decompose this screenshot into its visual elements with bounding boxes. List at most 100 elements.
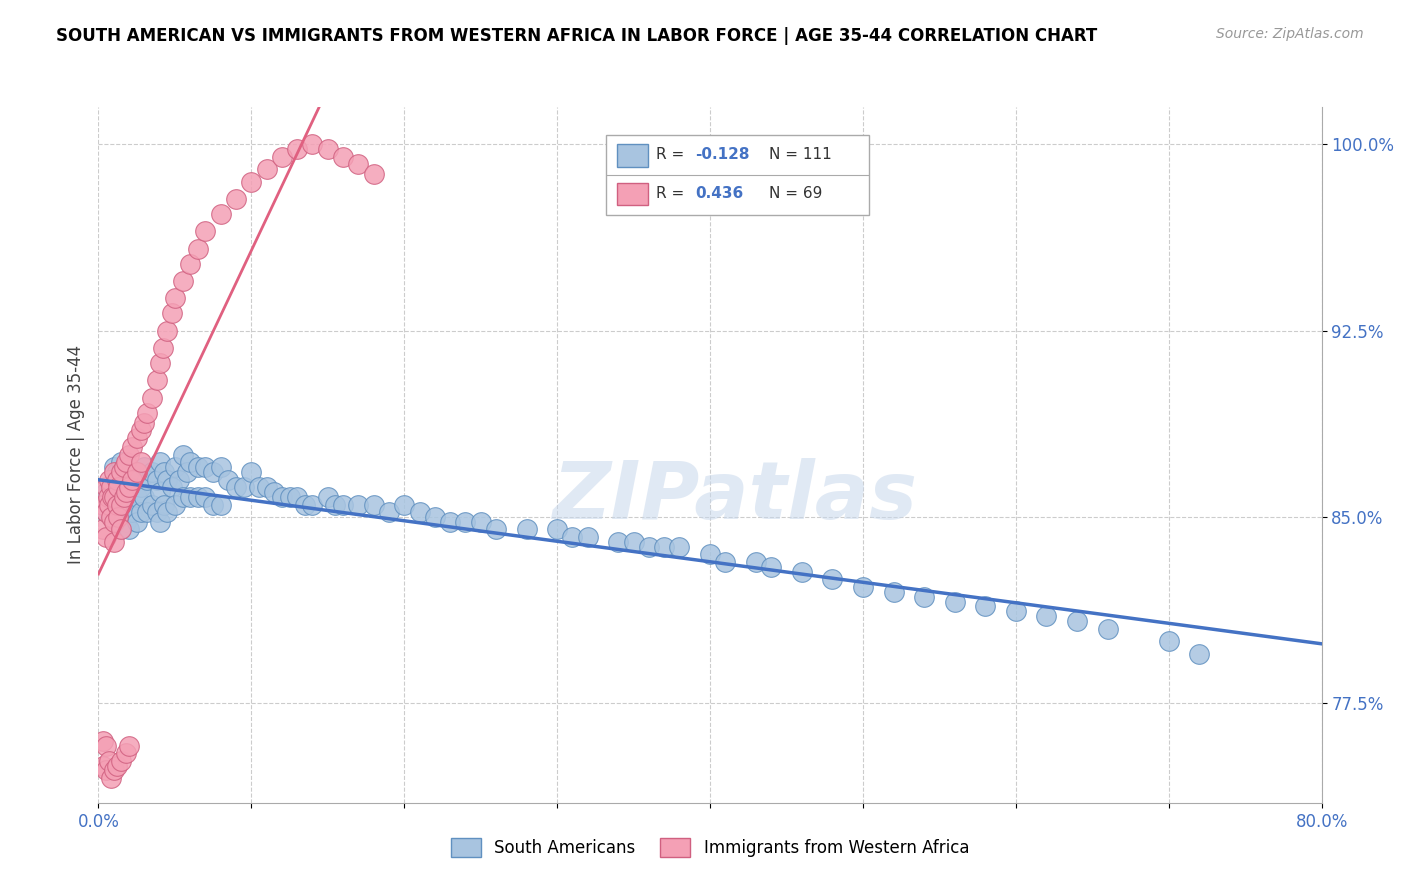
Point xyxy=(546,523,568,537)
Point xyxy=(100,490,122,504)
Point xyxy=(163,460,186,475)
Point xyxy=(103,490,125,504)
Point xyxy=(145,373,167,387)
Point xyxy=(107,473,129,487)
Point xyxy=(852,580,875,594)
Point xyxy=(94,505,117,519)
Point xyxy=(152,341,174,355)
Point xyxy=(247,480,270,494)
Point xyxy=(121,441,143,455)
Point xyxy=(94,505,117,519)
Point xyxy=(105,473,128,487)
Y-axis label: In Labor Force | Age 35-44: In Labor Force | Age 35-44 xyxy=(66,345,84,565)
Point xyxy=(110,455,132,469)
Point xyxy=(153,498,176,512)
Point xyxy=(270,490,292,504)
Point xyxy=(285,490,308,504)
Point xyxy=(194,224,217,238)
Point xyxy=(110,523,132,537)
Point xyxy=(94,764,117,778)
Point xyxy=(392,498,416,512)
Point xyxy=(125,465,148,479)
Point xyxy=(883,584,905,599)
Point xyxy=(316,142,339,156)
Point xyxy=(105,758,128,772)
Point xyxy=(125,515,148,529)
Point xyxy=(129,423,152,437)
Point xyxy=(141,465,163,479)
Point xyxy=(652,540,675,554)
Point xyxy=(160,306,183,320)
Point xyxy=(118,480,141,494)
Point xyxy=(194,490,217,504)
Point xyxy=(115,746,138,760)
Point xyxy=(179,455,201,469)
Point xyxy=(912,590,935,604)
Point xyxy=(623,534,645,549)
Point xyxy=(129,505,152,519)
Point xyxy=(516,523,538,537)
Point xyxy=(107,498,129,512)
Point xyxy=(332,150,354,164)
Point xyxy=(100,771,122,785)
Point xyxy=(607,534,630,549)
Point xyxy=(209,460,232,475)
Point xyxy=(160,480,183,494)
Point xyxy=(316,490,339,504)
Point xyxy=(134,460,156,475)
Point xyxy=(699,547,721,561)
Text: Source: ZipAtlas.com: Source: ZipAtlas.com xyxy=(1216,27,1364,41)
Point xyxy=(115,485,138,500)
Point xyxy=(110,465,132,479)
Point xyxy=(745,555,768,569)
Point xyxy=(209,498,232,512)
Point xyxy=(454,515,477,529)
Point xyxy=(101,490,124,504)
Point xyxy=(225,480,247,494)
Point xyxy=(118,480,141,494)
Point xyxy=(576,530,599,544)
Point xyxy=(91,498,114,512)
Point xyxy=(153,465,176,479)
Point xyxy=(714,555,737,569)
Point xyxy=(363,498,385,512)
Point xyxy=(91,758,114,772)
Point xyxy=(149,455,172,469)
Point xyxy=(668,540,690,554)
Text: N = 69: N = 69 xyxy=(769,186,823,201)
Point xyxy=(240,465,263,479)
Point xyxy=(202,465,225,479)
Point xyxy=(301,137,323,152)
Point xyxy=(301,498,323,512)
Point xyxy=(103,460,125,475)
Point xyxy=(256,480,278,494)
FancyBboxPatch shape xyxy=(606,135,869,215)
Point xyxy=(202,498,225,512)
Point xyxy=(363,167,385,181)
Point xyxy=(100,480,122,494)
Point xyxy=(110,480,132,494)
Point xyxy=(125,465,148,479)
Point xyxy=(1157,634,1180,648)
Point xyxy=(91,523,114,537)
Point xyxy=(149,515,172,529)
Point xyxy=(1035,609,1057,624)
Point xyxy=(145,505,167,519)
Point xyxy=(225,192,247,206)
Point xyxy=(240,175,263,189)
Point xyxy=(332,498,354,512)
Point xyxy=(821,572,844,586)
Point xyxy=(1097,622,1119,636)
Point xyxy=(115,455,138,469)
Point xyxy=(156,324,179,338)
Point xyxy=(278,490,301,504)
Point xyxy=(179,490,201,504)
Point xyxy=(110,498,132,512)
Point xyxy=(91,733,114,747)
Point xyxy=(172,448,194,462)
Point xyxy=(790,565,813,579)
Point xyxy=(110,498,132,512)
Point xyxy=(141,498,163,512)
Point xyxy=(118,498,141,512)
Point xyxy=(408,505,430,519)
